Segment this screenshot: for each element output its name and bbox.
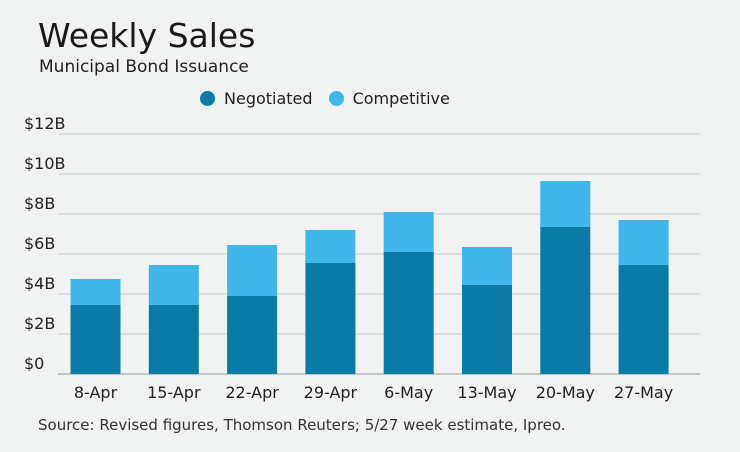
- bar-competitive-15-Apr: [148, 265, 199, 305]
- bar-competitive-29-Apr: [305, 230, 356, 263]
- legend-swatch-competitive: [328, 91, 344, 106]
- chart-subtitle: Municipal Bond Issuance: [39, 57, 249, 77]
- chart-title: Weekly Sales: [38, 16, 256, 55]
- bar-negotiated-6-May: [383, 252, 434, 374]
- legend-label-competitive: Competitive: [352, 89, 450, 108]
- bar-negotiated-8-Apr: [70, 305, 121, 374]
- legend: Negotiated Competitive: [200, 89, 466, 108]
- y-tick-label: $0: [24, 354, 44, 373]
- bar-competitive-6-May: [383, 212, 434, 252]
- y-tick-label: $2B: [24, 314, 55, 333]
- x-tick-label: 29-Apr: [304, 383, 358, 402]
- x-tick-label: 15-Apr: [147, 383, 201, 402]
- y-tick-label: $8B: [24, 194, 55, 213]
- y-tick-label: $4B: [24, 274, 55, 293]
- x-tick-label: 8-Apr: [74, 383, 118, 402]
- bar-negotiated-15-Apr: [148, 305, 199, 374]
- y-tick-label: $10B: [24, 154, 66, 173]
- y-tick-label: $12B: [24, 114, 66, 133]
- bar-competitive-13-May: [462, 247, 512, 285]
- source-note: Source: Revised figures, Thomson Reuters…: [38, 416, 566, 434]
- legend-item-negotiated: Negotiated: [200, 89, 313, 108]
- bar-negotiated-29-Apr: [305, 263, 356, 374]
- x-tick-label: 20-May: [536, 383, 595, 402]
- x-tick-label: 13-May: [457, 383, 516, 402]
- bar-negotiated-27-May: [618, 265, 669, 374]
- bar-negotiated-20-May: [540, 227, 591, 374]
- bar-competitive-27-May: [618, 220, 669, 265]
- legend-item-competitive: Competitive: [328, 89, 450, 108]
- bar-competitive-20-May: [540, 181, 591, 227]
- bar-competitive-8-Apr: [70, 279, 121, 305]
- legend-swatch-negotiated: [200, 91, 215, 106]
- bar-negotiated-13-May: [462, 285, 512, 374]
- bar-negotiated-22-Apr: [227, 296, 278, 374]
- y-tick-label: $6B: [24, 234, 55, 253]
- x-tick-label: 27-May: [614, 383, 673, 402]
- legend-label-negotiated: Negotiated: [224, 89, 313, 108]
- x-tick-label: 22-Apr: [225, 383, 279, 402]
- bar-competitive-22-Apr: [227, 245, 278, 296]
- x-tick-label: 6-May: [384, 383, 433, 402]
